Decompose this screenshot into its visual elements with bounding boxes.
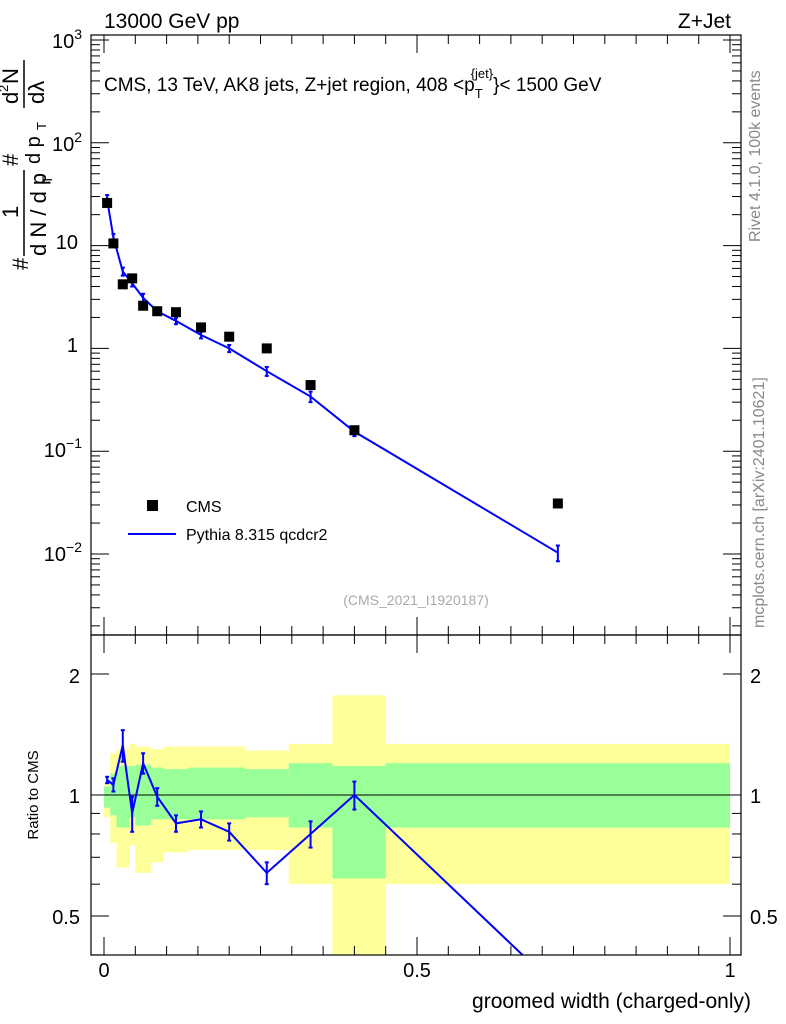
main-series: [102, 194, 563, 563]
ytick-label-1em2: 10−2: [44, 539, 82, 566]
cms-point: [127, 273, 138, 284]
cms-point: [224, 331, 235, 342]
main-title: CMS, 13 TeV, AK8 jets, Z+jet region, 408…: [104, 66, 602, 101]
cms-point: [108, 238, 119, 249]
ratio-ylabel: Ratio to CMS: [25, 750, 42, 839]
stat-uncertainty-band: [213, 767, 245, 820]
ratio-series-group: [105, 729, 525, 955]
main-ytick-labels: 103 102 10 1 10−1 10−2: [44, 26, 82, 566]
ratio-xtick-labels: 0 0.5 1: [98, 960, 735, 982]
ratio-panel: 2 1 0.5 2 1 0.5 0 0.5 1 Ratio to CMS gro…: [25, 634, 778, 1013]
ylabel-T: T: [39, 175, 55, 184]
ratio-ytick-right-1: 1: [750, 786, 761, 808]
stat-uncertainty-band: [116, 766, 130, 828]
main-ylabel: # 1 d N / d p T # d p T d 2 N dλ: [0, 60, 55, 270]
ylabel-dp: d p: [23, 136, 45, 164]
cms-point: [117, 279, 128, 290]
ratio-bands: [104, 695, 730, 955]
legend: CMS Pythia 8.315 qcdcr2: [128, 499, 328, 544]
ytick-label-1e2: 102: [52, 129, 82, 156]
legend-label-mc: Pythia 8.315 qcdcr2: [186, 527, 328, 544]
cms-point: [196, 322, 207, 333]
ratio-ticks: [91, 635, 741, 956]
cms-point: [102, 197, 113, 208]
stat-uncertainty-band: [104, 786, 111, 808]
cms-point: [552, 498, 563, 509]
ylabel-N: N: [0, 68, 23, 84]
ratio-ytick-05: 0.5: [52, 907, 80, 929]
header-left: 13000 GeV pp: [104, 10, 239, 33]
ytick-label-1e0: 1: [67, 335, 78, 357]
ylabel-hash2: #: [0, 153, 23, 166]
main-ticks: [91, 35, 741, 635]
ytick-label-1e1: 10: [56, 232, 78, 254]
legend-marker-cms: [147, 500, 158, 511]
cms-point: [138, 300, 149, 311]
ylabel-hash: #: [8, 257, 33, 270]
ylabel-one: 1: [0, 206, 23, 218]
ratio-ytick-right-2: 2: [750, 666, 761, 688]
ratio-ytick-1: 1: [69, 786, 80, 808]
header-right: Z+Jet: [678, 10, 731, 33]
rivet-label: Rivet 4.1.0, 100k events: [747, 70, 764, 242]
stat-uncertainty-band: [244, 769, 289, 818]
stat-uncertainty-band: [332, 766, 386, 879]
ylabel-sup2: 2: [0, 85, 11, 92]
main-frame: [90, 34, 742, 636]
cms-point: [305, 380, 316, 391]
ratio-series: [105, 729, 525, 955]
cms-point: [349, 425, 360, 436]
ylabel-dlambda: dλ: [24, 81, 49, 104]
cms-point: [152, 306, 163, 317]
ylabel-dN: d N / d p: [26, 173, 51, 256]
xtick-0: 0: [98, 960, 109, 982]
ytick-label-1e3: 103: [52, 26, 82, 53]
mc-line: [106, 199, 559, 554]
ratio-ytick-right-05: 0.5: [750, 907, 778, 929]
ratio-ytick-labels-left: 2 1 0.5: [52, 666, 80, 929]
stat-uncertainty-band: [129, 766, 136, 818]
legend-label-cms: CMS: [186, 499, 222, 516]
analysis-id: (CMS_2021_I1920187): [343, 592, 489, 608]
cms-point: [261, 343, 272, 354]
mcplots-label: mcplots.cern.ch [arXiv:2401.10621]: [751, 377, 768, 628]
x-axis-label: groomed width (charged-only): [472, 990, 751, 1013]
ratio-ytick-labels-right: 2 1 0.5: [750, 666, 778, 929]
xtick-1: 1: [724, 960, 735, 982]
main-panel: 103 102 10 1 10−1 10−2 CMS, 13 TeV, AK8 …: [44, 26, 742, 636]
ylabel-T2: T: [34, 122, 49, 130]
ylabel-d2N: d: [0, 92, 23, 104]
ytick-label-1em1: 10−1: [44, 435, 82, 462]
cms-point: [170, 307, 181, 318]
xtick-05: 0.5: [403, 960, 431, 982]
ratio-ytick-2: 2: [69, 666, 80, 688]
